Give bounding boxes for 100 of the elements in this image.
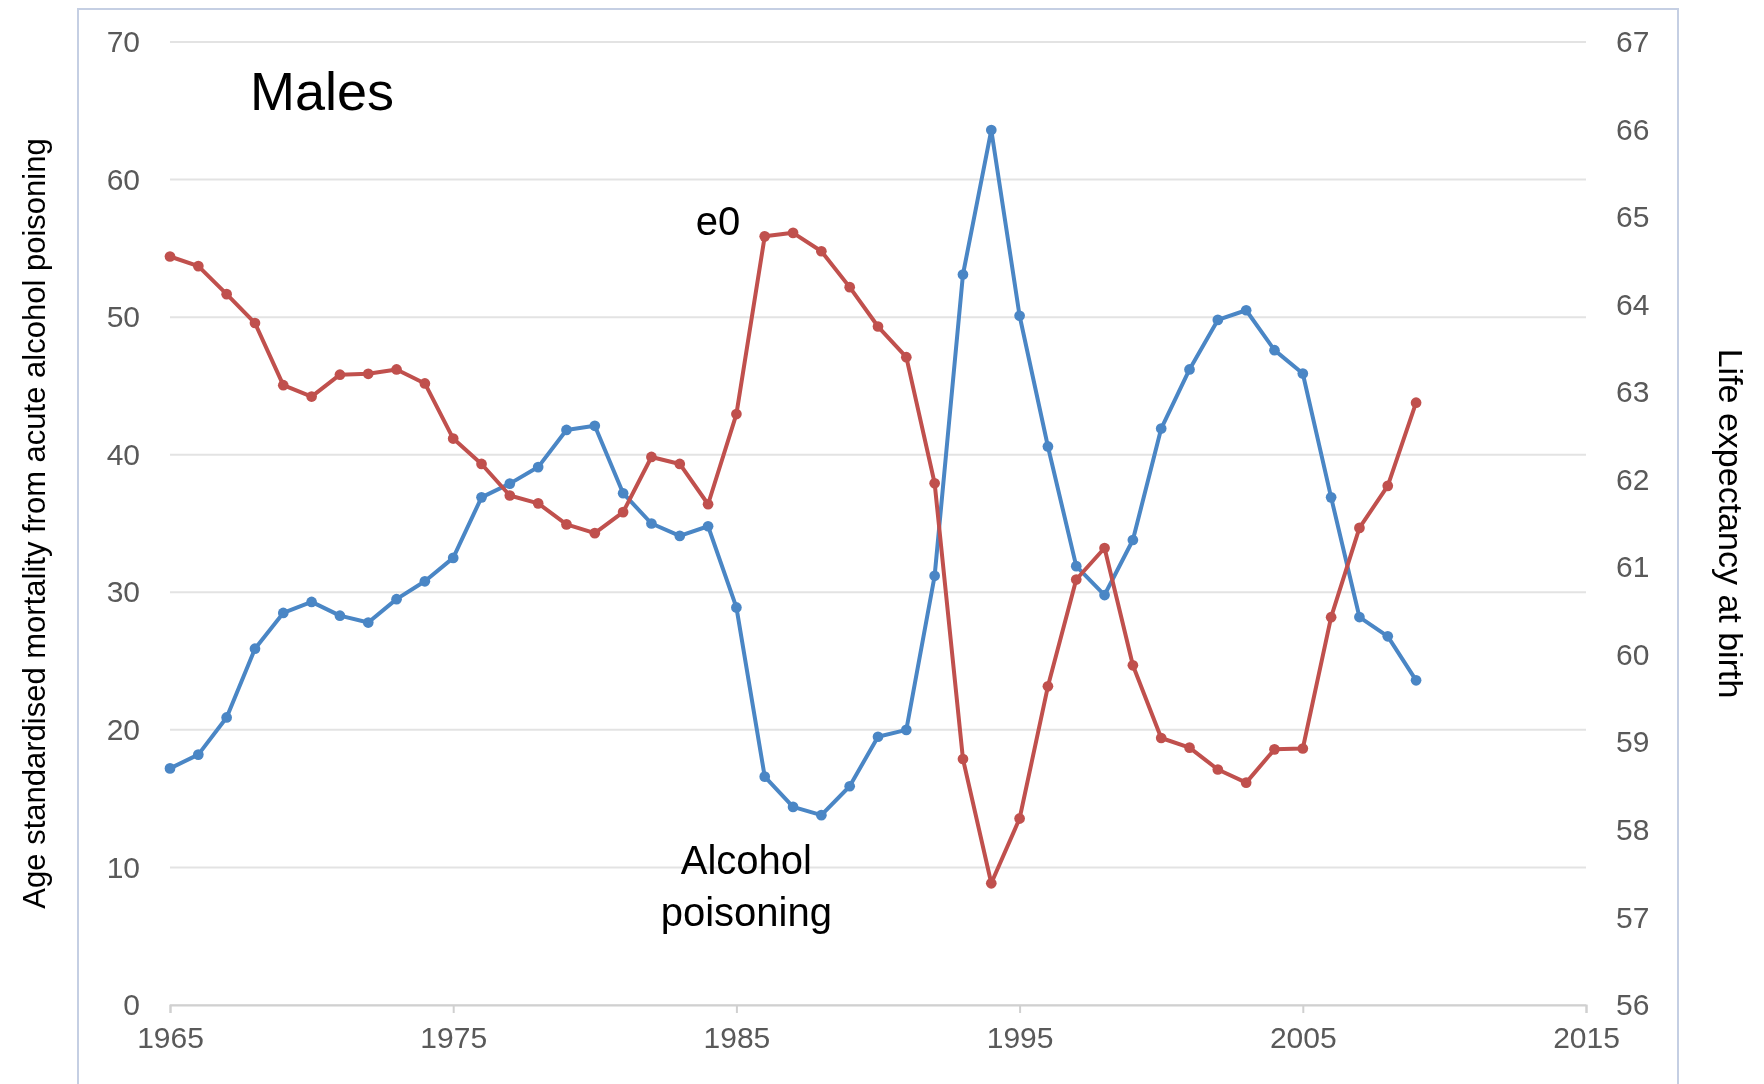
y2-tick-label: 58 — [1616, 813, 1650, 847]
point — [816, 809, 827, 821]
point — [787, 227, 799, 239]
point — [391, 364, 402, 375]
point — [192, 260, 204, 272]
y2-tick-label: 60 — [1616, 637, 1650, 671]
point — [985, 124, 997, 136]
point — [929, 477, 940, 489]
point — [759, 771, 771, 782]
point — [1269, 344, 1280, 356]
point — [844, 281, 856, 293]
point — [504, 478, 516, 489]
point — [476, 458, 487, 470]
point — [1184, 742, 1195, 753]
point — [1325, 611, 1337, 623]
point — [1297, 368, 1309, 379]
y2-tick-label: 57 — [1616, 900, 1650, 934]
point — [872, 321, 884, 332]
x-tick-label: 1965 — [137, 1021, 204, 1055]
point — [957, 753, 969, 765]
point — [759, 231, 771, 242]
y2-tick-label: 63 — [1616, 375, 1650, 409]
point — [1410, 397, 1422, 409]
y-tick-label: 20 — [106, 712, 140, 746]
y-tick-label: 10 — [106, 850, 140, 884]
point — [277, 379, 289, 391]
point — [617, 487, 629, 499]
point — [249, 317, 261, 329]
y2-tick-label: 66 — [1616, 112, 1650, 146]
point — [561, 424, 572, 436]
point — [1212, 314, 1224, 326]
y-tick-label: 60 — [106, 162, 140, 196]
point — [447, 433, 459, 444]
y2-tick-label: 65 — [1616, 200, 1650, 234]
point — [816, 245, 827, 257]
point — [844, 780, 856, 792]
point — [1099, 542, 1110, 554]
point — [674, 458, 686, 470]
point — [221, 712, 232, 723]
point — [589, 420, 601, 432]
point — [787, 801, 799, 813]
x-tick-label: 1975 — [420, 1021, 488, 1055]
point — [221, 288, 232, 300]
point — [306, 391, 317, 402]
point — [1382, 480, 1394, 492]
point — [419, 378, 431, 389]
point — [1184, 364, 1195, 375]
point — [872, 731, 884, 743]
point — [362, 617, 374, 628]
point — [1127, 659, 1139, 671]
point — [1014, 813, 1025, 824]
point — [1382, 630, 1394, 642]
y2-tick-label: 61 — [1616, 550, 1650, 584]
y2-tick-label: 62 — [1616, 462, 1650, 496]
y-tick-label: 30 — [106, 575, 140, 609]
point — [1070, 560, 1082, 572]
point — [731, 408, 742, 420]
point — [1127, 534, 1139, 546]
y2-tick-label: 56 — [1616, 988, 1650, 1022]
y-axis-title: Age standardised mortality from acute alcohol poisoning — [17, 138, 52, 909]
point — [674, 530, 686, 542]
point — [1099, 589, 1110, 601]
point — [900, 724, 912, 736]
point — [334, 610, 346, 622]
point — [1354, 611, 1365, 623]
point — [1212, 764, 1224, 775]
point — [1042, 441, 1054, 452]
y-tick-label: 40 — [106, 437, 140, 471]
x-tick-label: 1985 — [703, 1021, 771, 1055]
point — [1240, 777, 1252, 788]
point — [1155, 423, 1167, 434]
point — [1155, 732, 1167, 744]
y2-axis-title: Life expectancy at birth — [1712, 348, 1750, 699]
point — [476, 492, 487, 503]
point — [1240, 304, 1252, 316]
point — [1014, 310, 1025, 322]
y2-tick-label: 67 — [1616, 25, 1650, 59]
point — [164, 763, 176, 774]
point — [532, 498, 544, 509]
point — [702, 520, 714, 532]
series-label: Alcohol poisoning — [660, 838, 832, 935]
point — [1269, 744, 1280, 755]
point — [617, 506, 629, 518]
point — [731, 602, 742, 613]
y-tick-label: 50 — [106, 300, 140, 334]
point — [646, 518, 657, 529]
point — [362, 368, 374, 380]
point — [1354, 522, 1365, 534]
y2-tick-label: 64 — [1616, 287, 1650, 321]
point — [447, 552, 459, 564]
point — [192, 749, 204, 760]
point — [1325, 492, 1337, 503]
point — [589, 527, 601, 539]
point — [334, 369, 346, 381]
point — [702, 498, 714, 510]
series-label: e0 — [695, 198, 741, 243]
x-tick-label: 1995 — [986, 1021, 1054, 1055]
point — [1070, 574, 1082, 585]
point — [561, 519, 572, 530]
point — [419, 575, 431, 587]
